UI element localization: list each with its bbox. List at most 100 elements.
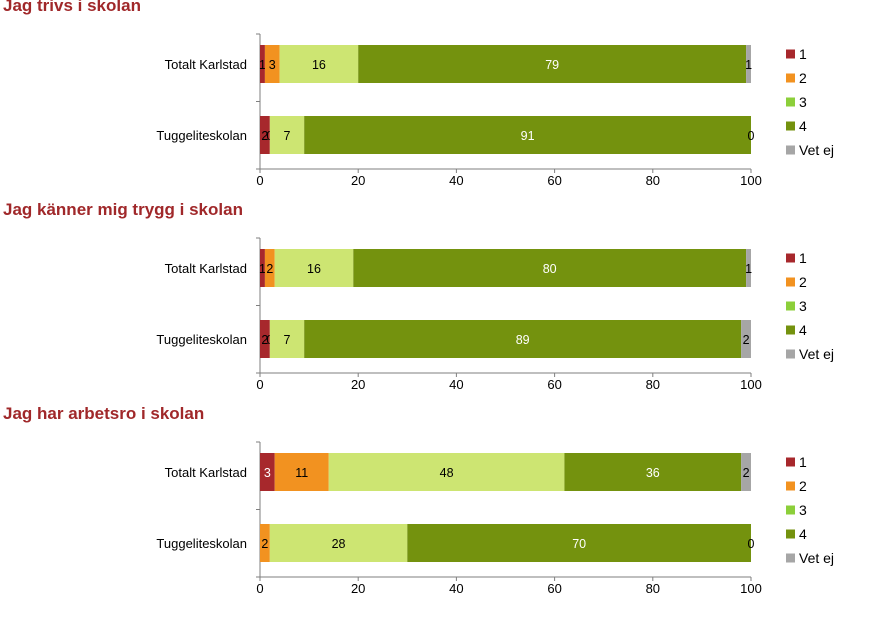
x-tick-label: 0 bbox=[256, 581, 263, 596]
data-label: 48 bbox=[440, 466, 454, 480]
data-label: 16 bbox=[307, 262, 321, 276]
data-label: 1 bbox=[259, 262, 266, 276]
data-label: 1 bbox=[259, 58, 266, 72]
legend-swatch bbox=[786, 457, 795, 467]
category-label: Tuggeliteskolan bbox=[156, 536, 247, 551]
x-tick-label: 0 bbox=[256, 377, 263, 392]
legend-swatch bbox=[786, 121, 795, 131]
chart-panel-1: Jag trivs i skolan 0 20 40 60 80 100 Totalt Ka… bbox=[0, 0, 879, 204]
legend-swatch bbox=[786, 505, 795, 515]
legend-label: 1 bbox=[799, 454, 807, 470]
bar-segment bbox=[746, 45, 751, 83]
bar-segment bbox=[358, 45, 747, 83]
legend-label: Vet ej bbox=[799, 346, 834, 362]
legend-swatch bbox=[786, 49, 795, 59]
data-label: 70 bbox=[572, 537, 586, 551]
bar-segment bbox=[260, 249, 265, 287]
x-tick-label: 40 bbox=[449, 581, 463, 596]
data-label: 2 bbox=[266, 262, 273, 276]
x-tick-label: 100 bbox=[740, 173, 762, 188]
bar-segment bbox=[564, 453, 742, 491]
data-label: 1 bbox=[745, 262, 752, 276]
legend-label: 2 bbox=[799, 478, 807, 494]
data-label: 11 bbox=[295, 466, 308, 480]
x-tick-label: 100 bbox=[740, 377, 762, 392]
data-label: 0 bbox=[748, 129, 755, 143]
legend-label: Vet ej bbox=[799, 550, 834, 566]
bar-segment bbox=[274, 453, 329, 491]
x-tick-label: 20 bbox=[351, 581, 365, 596]
data-label: 80 bbox=[543, 262, 557, 276]
data-label: 7 bbox=[284, 333, 291, 347]
legend-swatch bbox=[786, 253, 795, 263]
bar-segment bbox=[260, 116, 270, 154]
data-label: 2 bbox=[261, 537, 268, 551]
chart-title: Jag känner mig trygg i skolan bbox=[3, 200, 243, 219]
data-label: 91 bbox=[521, 129, 535, 143]
bar-segment bbox=[260, 320, 270, 358]
bar-segment bbox=[264, 249, 275, 287]
bar-segment bbox=[741, 320, 751, 358]
legend-swatch bbox=[786, 349, 795, 359]
bar-segment bbox=[304, 320, 742, 358]
bar-segment bbox=[269, 320, 305, 358]
data-label: 2 bbox=[743, 466, 750, 480]
legend-label: 1 bbox=[799, 250, 807, 266]
legend-swatch bbox=[786, 481, 795, 491]
bar-segment bbox=[741, 453, 751, 491]
category-label: Tuggeliteskolan bbox=[156, 332, 247, 347]
legend-label: 3 bbox=[799, 298, 807, 314]
data-label: 2 bbox=[743, 333, 750, 347]
bar-segment bbox=[260, 453, 275, 491]
x-tick-label: 60 bbox=[547, 173, 561, 188]
legend-swatch bbox=[786, 277, 795, 287]
chart-title: Jag har arbetsro i skolan bbox=[3, 404, 205, 423]
x-tick-label: 100 bbox=[740, 581, 762, 596]
bar-segment bbox=[269, 524, 408, 562]
data-label: 2 bbox=[261, 333, 268, 347]
bar-segment bbox=[260, 524, 270, 562]
legend-label: 3 bbox=[799, 94, 807, 110]
legend-swatch bbox=[786, 145, 795, 155]
data-label: 36 bbox=[646, 466, 660, 480]
x-tick-label: 40 bbox=[449, 377, 463, 392]
legend-swatch bbox=[786, 301, 795, 311]
x-tick-label: 40 bbox=[449, 173, 463, 188]
legend-swatch bbox=[786, 553, 795, 563]
chart-panel-3: Jag har arbetsro i skolan 0 20 40 60 80 100 To… bbox=[0, 404, 879, 612]
data-label: 0 bbox=[748, 537, 755, 551]
bar-segment bbox=[353, 249, 747, 287]
legend-swatch bbox=[786, 325, 795, 335]
data-label: 3 bbox=[264, 466, 271, 480]
chart-title: Jag trivs i skolan bbox=[3, 0, 141, 15]
bar-segment bbox=[264, 45, 280, 83]
x-tick-label: 20 bbox=[351, 377, 365, 392]
data-label: 89 bbox=[516, 333, 530, 347]
category-label: Totalt Karlstad bbox=[165, 57, 247, 72]
data-label: 16 bbox=[312, 58, 326, 72]
legend-swatch bbox=[786, 97, 795, 107]
data-label: 3 bbox=[269, 58, 276, 72]
x-tick-label: 0 bbox=[256, 173, 263, 188]
data-label: 2 bbox=[261, 129, 268, 143]
legend-label: 4 bbox=[799, 322, 807, 338]
x-tick-label: 60 bbox=[547, 581, 561, 596]
legend-label: 2 bbox=[799, 274, 807, 290]
bar-segment bbox=[260, 45, 265, 83]
x-tick-label: 80 bbox=[646, 581, 660, 596]
category-label: Totalt Karlstad bbox=[165, 261, 247, 276]
legend-label: 4 bbox=[799, 526, 807, 542]
bar-segment bbox=[407, 524, 751, 562]
x-tick-label: 20 bbox=[351, 173, 365, 188]
legend-label: 2 bbox=[799, 70, 807, 86]
data-label: 1 bbox=[745, 58, 752, 72]
legend-label: Vet ej bbox=[799, 142, 834, 158]
bar-segment bbox=[279, 45, 359, 83]
x-tick-label: 80 bbox=[646, 173, 660, 188]
data-label: 79 bbox=[545, 58, 559, 72]
legend-label: 3 bbox=[799, 502, 807, 518]
bar-segment bbox=[274, 249, 354, 287]
